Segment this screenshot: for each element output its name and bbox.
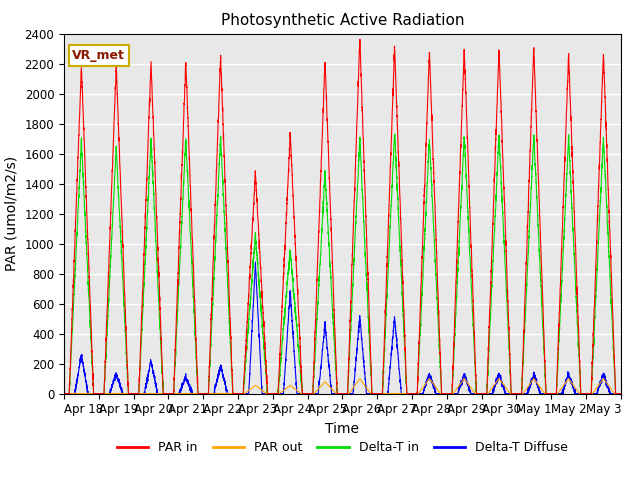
Text: VR_met: VR_met bbox=[72, 49, 125, 62]
X-axis label: Time: Time bbox=[325, 422, 360, 436]
Y-axis label: PAR (umol/m2/s): PAR (umol/m2/s) bbox=[5, 156, 19, 271]
Legend: PAR in, PAR out, Delta-T in, Delta-T Diffuse: PAR in, PAR out, Delta-T in, Delta-T Dif… bbox=[112, 436, 573, 459]
Title: Photosynthetic Active Radiation: Photosynthetic Active Radiation bbox=[221, 13, 464, 28]
